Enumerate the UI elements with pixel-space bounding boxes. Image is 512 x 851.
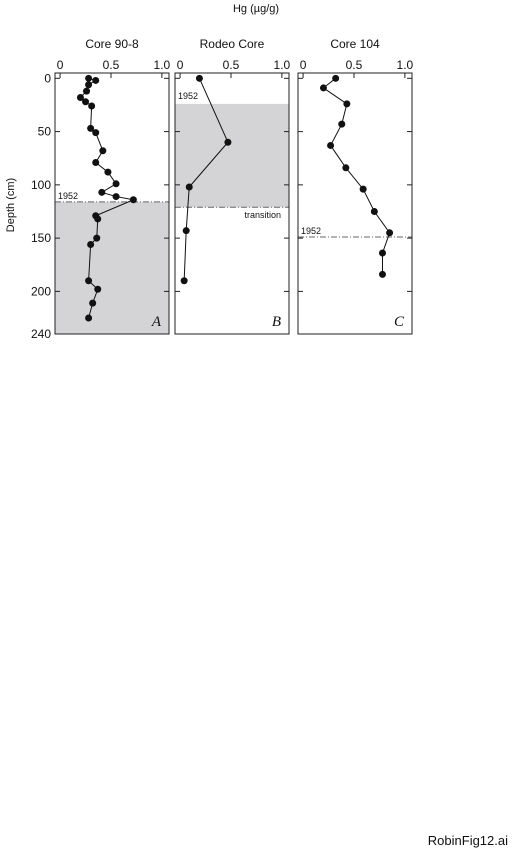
panel-title: Core 90-8 (85, 37, 139, 51)
panel-letter: B (272, 314, 281, 330)
data-point (195, 74, 203, 82)
data-point (88, 102, 96, 110)
data-point (129, 196, 137, 204)
data-point (185, 183, 193, 191)
y-tick-label: 0 (44, 71, 51, 85)
panel-frame (54, 72, 170, 335)
data-point (378, 270, 386, 278)
x-tick-label: 0.5 (346, 58, 363, 72)
data-point (99, 147, 107, 155)
data-point (94, 215, 102, 223)
reference-label: transition (244, 210, 281, 220)
data-point (224, 138, 232, 146)
x-tick-label: 0 (57, 58, 64, 72)
shaded-band (175, 103, 289, 208)
data-point (93, 234, 101, 242)
reference-label: 1952 (58, 191, 78, 201)
data-point (92, 129, 100, 137)
data-point (319, 84, 327, 92)
y-tick-label: 240 (31, 327, 51, 341)
data-point (85, 74, 93, 82)
x-tick-label: 1.0 (274, 58, 291, 72)
data-point (92, 76, 100, 84)
x-tick-label: 0.5 (223, 58, 240, 72)
panel-letter: A (151, 314, 162, 330)
data-point (85, 81, 93, 89)
data-point (87, 241, 95, 249)
data-point (338, 120, 346, 128)
panel-frame (174, 72, 290, 335)
data-point (112, 193, 120, 201)
data-point (112, 180, 120, 188)
reference-label: 1952 (301, 226, 321, 236)
shaded-band (55, 201, 169, 334)
data-point (98, 188, 106, 196)
footer: RobinFig12.ai (428, 833, 508, 848)
panel-frame (297, 72, 413, 335)
data-point (89, 299, 97, 307)
data-point (94, 285, 102, 293)
x-tick-label: 1.0 (397, 58, 414, 72)
y-axis-label: Depth (cm) (5, 178, 17, 232)
data-point (370, 207, 378, 215)
data-point (104, 168, 112, 176)
y-tick-label: 50 (38, 125, 52, 139)
data-line (322, 77, 391, 275)
y-tick-label: 200 (31, 284, 51, 298)
band-label: 1952 (178, 91, 198, 101)
data-point (359, 185, 367, 193)
data-point (76, 94, 84, 102)
data-point (327, 141, 335, 149)
x-tick-label: 1.0 (154, 58, 171, 72)
data-point (342, 164, 350, 172)
data-point (386, 229, 394, 237)
y-tick-label: 100 (31, 178, 51, 192)
panel-letter: C (394, 314, 405, 330)
x-tick-label: 0.5 (103, 58, 120, 72)
x-tick-label: 0 (300, 58, 307, 72)
data-point (92, 158, 100, 166)
data-point (87, 124, 95, 132)
data-point (332, 74, 340, 82)
figure-title: Hg (µg/g) (233, 3, 279, 15)
data-point (82, 98, 90, 106)
data-point (180, 277, 188, 285)
data-point (378, 249, 386, 257)
panel-title: Rodeo Core (200, 37, 265, 51)
data-point (83, 87, 91, 95)
data-point (182, 227, 190, 235)
data-point (343, 100, 351, 108)
panel-title: Core 104 (330, 37, 380, 51)
data-point (85, 314, 93, 322)
y-tick-label: 150 (31, 231, 51, 245)
x-tick-label: 0 (177, 58, 184, 72)
data-point (85, 277, 93, 285)
